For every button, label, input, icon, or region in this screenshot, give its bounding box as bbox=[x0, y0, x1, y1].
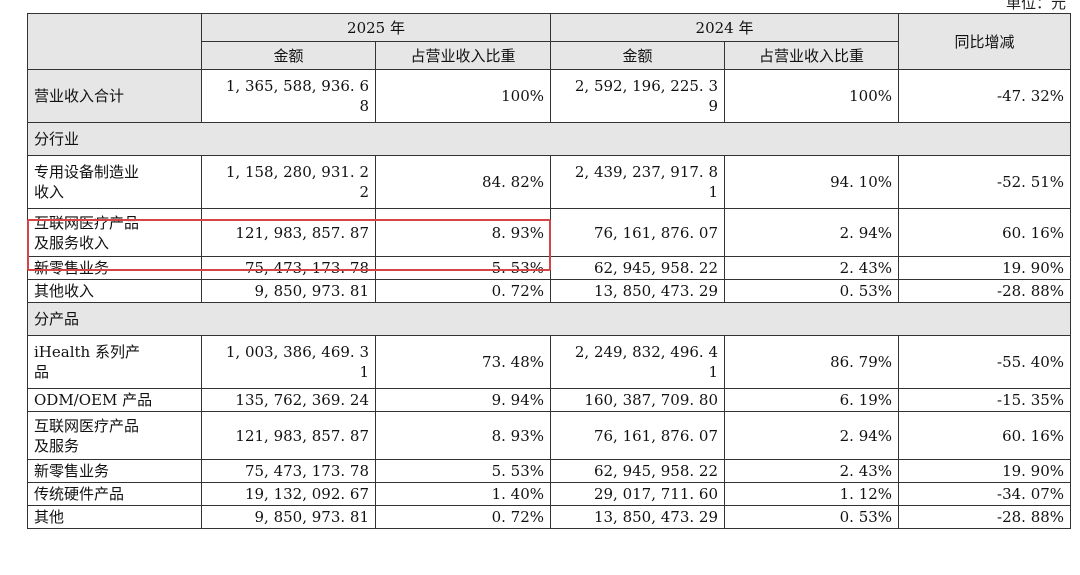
share-2024: 2. 43% bbox=[724, 256, 900, 280]
share-2025: 8. 93% bbox=[374, 411, 552, 460]
share-2024: 94. 10% bbox=[724, 155, 900, 209]
row-label: 新零售业务 bbox=[27, 256, 202, 280]
amount-2025: 19, 132, 092. 67 bbox=[201, 482, 376, 506]
row-label: 互联网医疗产品 及服务 bbox=[27, 411, 202, 460]
amount-2024: 160, 387, 709. 80 bbox=[550, 388, 726, 412]
row-label: 营业收入合计 bbox=[27, 69, 202, 123]
amount-2024: 29, 017, 711. 60 bbox=[550, 482, 726, 506]
share-2024: 1. 12% bbox=[724, 482, 900, 506]
share-2025: 5. 53% bbox=[374, 459, 552, 483]
share-2024: 6. 19% bbox=[724, 388, 900, 412]
section-title: 分行业 bbox=[26, 122, 1072, 156]
table-row: 互联网医疗产品 及服务 121, 983, 857. 87 8. 93% 76, 16… bbox=[27, 411, 1072, 460]
header-row-years: 2025 年 2024 年 同比增减 bbox=[27, 13, 1072, 70]
amount-2024: 13, 850, 473. 29 bbox=[550, 279, 726, 303]
header-share-2024: 占营业收入比重 bbox=[724, 41, 900, 70]
share-2024: 2. 94% bbox=[724, 208, 900, 257]
header-blank-cell bbox=[27, 13, 202, 70]
revenue-table: 2025 年 2024 年 同比增减 金额 占营业收入比重 金额 占营业收入比重… bbox=[26, 13, 1072, 529]
yoy-change: 60. 16% bbox=[898, 411, 1072, 460]
amount-2025: 121, 983, 857. 87 bbox=[201, 411, 376, 460]
table-row: 新零售业务 75, 473, 173. 78 5. 53% 62, 945, 958.… bbox=[27, 256, 1072, 280]
share-2025: 0. 72% bbox=[374, 505, 552, 529]
row-label: 专用设备制造业 收入 bbox=[27, 155, 202, 209]
table-row: 专用设备制造业 收入 1, 158, 280, 931. 2 2 84. 82% 2,… bbox=[27, 155, 1072, 209]
section-row: 分产品 bbox=[26, 302, 1072, 336]
amount-2025: 135, 762, 369. 24 bbox=[201, 388, 376, 412]
amount-2025: 9, 850, 973. 81 bbox=[201, 279, 376, 303]
amount-2024: 62, 945, 958. 22 bbox=[550, 459, 726, 483]
amount-2025: 9, 850, 973. 81 bbox=[201, 505, 376, 529]
share-2025: 9. 94% bbox=[374, 388, 552, 412]
table-row: 传统硬件产品 19, 132, 092. 67 1. 40% 29, 017, 711… bbox=[27, 482, 1072, 506]
table-row: 其他 9, 850, 973. 81 0. 72% 13, 850, 473. 29 0… bbox=[27, 505, 1072, 529]
share-2025: 1. 40% bbox=[374, 482, 552, 506]
header-amount-2025: 金额 bbox=[201, 41, 376, 70]
yoy-change: -15. 35% bbox=[898, 388, 1072, 412]
amount-2024: 2, 439, 237, 917. 8 1 bbox=[550, 155, 726, 209]
header-row-columns: 金额 占营业收入比重 金额 占营业收入比重 bbox=[28, 41, 1071, 70]
amount-2025: 75, 473, 173. 78 bbox=[201, 256, 376, 280]
unit-label: 单位：元 bbox=[1005, 0, 1066, 12]
share-2024: 2. 94% bbox=[724, 411, 900, 460]
header-share-2025: 占营业收入比重 bbox=[374, 41, 552, 70]
header-amount-2024: 金额 bbox=[550, 41, 726, 70]
table-row: iHealth 系列产 品 1, 003, 386, 469. 3 1 73. 48… bbox=[27, 335, 1072, 389]
row-label: 其他收入 bbox=[27, 279, 202, 303]
row-label: iHealth 系列产 品 bbox=[27, 335, 202, 389]
yoy-change: -47. 32% bbox=[898, 69, 1072, 123]
row-label: 传统硬件产品 bbox=[27, 482, 202, 506]
section-title: 分产品 bbox=[26, 302, 1072, 336]
yoy-change: -52. 51% bbox=[898, 155, 1072, 209]
yoy-change: 19. 90% bbox=[898, 256, 1072, 280]
header-yoy: 同比增减 bbox=[898, 13, 1072, 70]
section-row: 分行业 bbox=[26, 122, 1072, 156]
share-2024: 100% bbox=[724, 69, 900, 123]
amount-2025: 1, 365, 588, 936. 6 8 bbox=[201, 69, 376, 123]
share-2025: 73. 48% bbox=[374, 335, 552, 389]
share-2025: 100% bbox=[374, 69, 552, 123]
amount-2025: 1, 003, 386, 469. 3 1 bbox=[201, 335, 376, 389]
yoy-change: -28. 88% bbox=[898, 279, 1072, 303]
share-2024: 86. 79% bbox=[724, 335, 900, 389]
share-2025: 5. 53% bbox=[374, 256, 552, 280]
amount-2024: 76, 161, 876. 07 bbox=[550, 208, 726, 257]
amount-2024: 2, 592, 196, 225. 3 9 bbox=[550, 69, 726, 123]
share-2024: 0. 53% bbox=[724, 505, 900, 529]
yoy-change: -55. 40% bbox=[898, 335, 1072, 389]
table-row: ODM/OEM 产品 135, 762, 369. 24 9. 94% 160, 38… bbox=[27, 388, 1072, 412]
header-year-2025: 2025 年 bbox=[200, 13, 552, 42]
amount-2025: 75, 473, 173. 78 bbox=[201, 459, 376, 483]
amount-2024: 13, 850, 473. 29 bbox=[550, 505, 726, 529]
share-2025: 84. 82% bbox=[374, 155, 552, 209]
share-2025: 0. 72% bbox=[374, 279, 552, 303]
yoy-change: -28. 88% bbox=[898, 505, 1072, 529]
row-label: 新零售业务 bbox=[27, 459, 202, 483]
amount-2024: 2, 249, 832, 496. 4 1 bbox=[550, 335, 726, 389]
row-label: 互联网医疗产品 及服务收入 bbox=[27, 208, 202, 257]
table-row: 新零售业务 75, 473, 173. 78 5. 53% 62, 945, 958.… bbox=[27, 459, 1072, 483]
row-label: 其他 bbox=[27, 505, 202, 529]
yoy-change: -34. 07% bbox=[898, 482, 1072, 506]
row-label: ODM/OEM 产品 bbox=[27, 388, 202, 412]
share-2024: 0. 53% bbox=[724, 279, 900, 303]
table-row: 互联网医疗产品 及服务收入 121, 983, 857. 87 8. 93% 76, … bbox=[27, 208, 1072, 257]
table-row: 其他收入 9, 850, 973. 81 0. 72% 13, 850, 473. 2… bbox=[27, 279, 1072, 303]
amount-2025: 121, 983, 857. 87 bbox=[201, 208, 376, 257]
share-2024: 2. 43% bbox=[724, 459, 900, 483]
table-row: 营业收入合计 1, 365, 588, 936. 6 8 100% 2, 592, 1… bbox=[27, 69, 1072, 123]
amount-2025: 1, 158, 280, 931. 2 2 bbox=[201, 155, 376, 209]
amount-2024: 62, 945, 958. 22 bbox=[550, 256, 726, 280]
header-year-2024: 2024 年 bbox=[550, 13, 900, 42]
yoy-change: 60. 16% bbox=[898, 208, 1072, 257]
share-2025: 8. 93% bbox=[374, 208, 552, 257]
amount-2024: 76, 161, 876. 07 bbox=[550, 411, 726, 460]
yoy-change: 19. 90% bbox=[898, 459, 1072, 483]
table-body: 营业收入合计 1, 365, 588, 936. 6 8 100% 2, 592, 1… bbox=[26, 69, 1072, 529]
